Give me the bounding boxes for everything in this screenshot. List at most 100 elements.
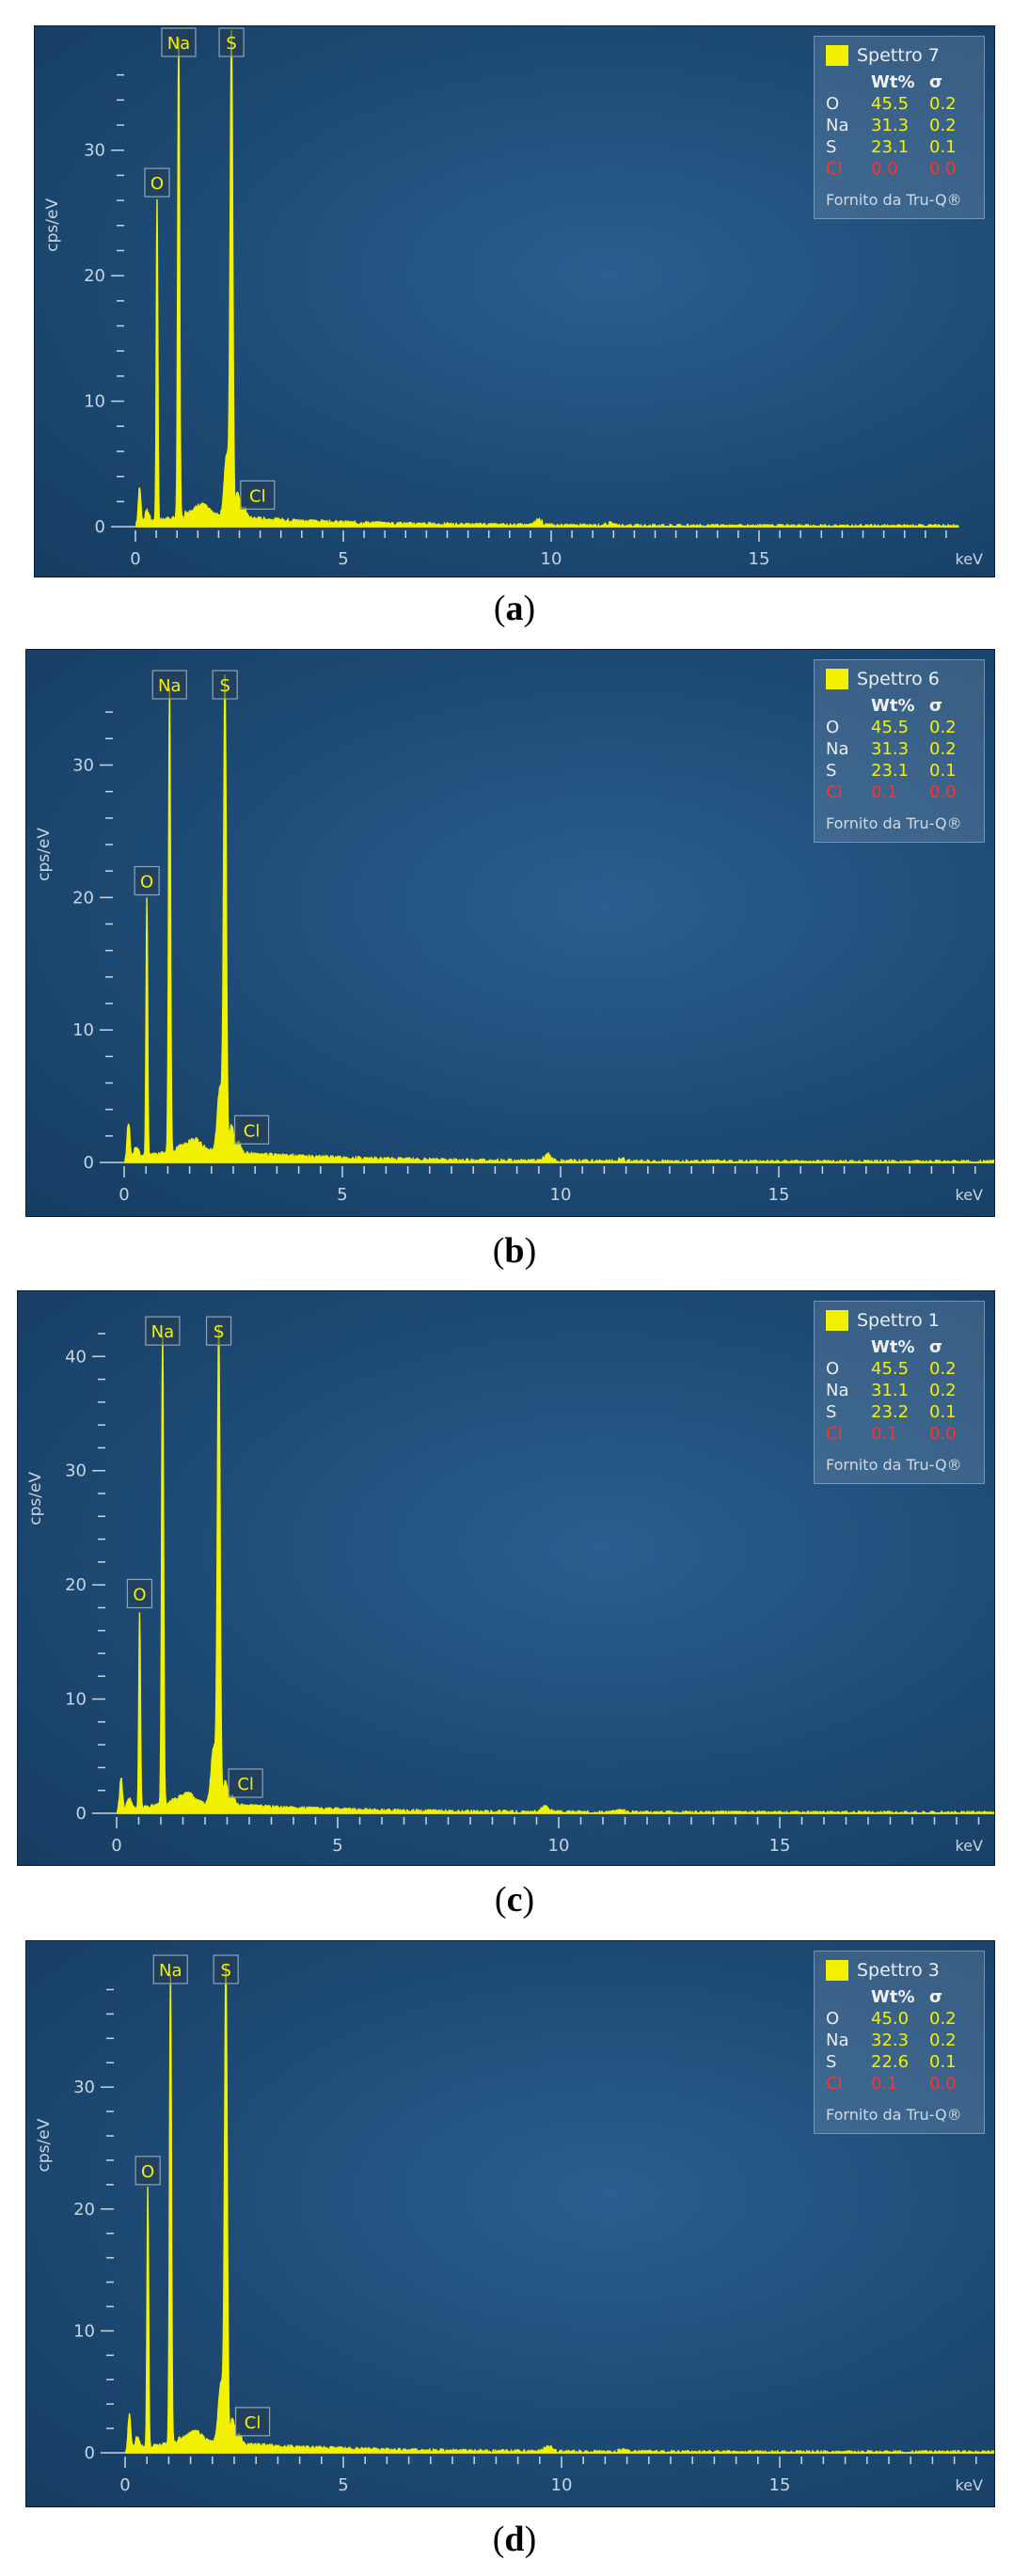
wt-cell: 0.1 xyxy=(871,1424,898,1444)
header-wt: Wt% xyxy=(871,696,915,716)
x-tick-label: 15 xyxy=(768,1185,790,1205)
composition-row: S 23.1 0.1 xyxy=(826,136,957,158)
y-tick-label: 20 xyxy=(73,2200,95,2220)
sigma-cell: 0.2 xyxy=(929,116,957,135)
header-wt: Wt% xyxy=(871,1987,915,2007)
y-axis-title: cps/eV xyxy=(35,828,54,881)
peak-label-s: S xyxy=(212,670,238,700)
header-wt: Wt% xyxy=(871,72,915,92)
spectrum-trace xyxy=(124,674,994,1163)
spectrum-trace xyxy=(135,29,959,528)
peak-label-box xyxy=(152,1954,188,1984)
spectrum-panel-d: 0 5 10 15 0 10 20 30 keV cps/eV O Na S Cl Spettro 3 Wt%… xyxy=(25,1940,995,2507)
x-tick-label: 10 xyxy=(550,1185,572,1205)
wt-cell: 45.5 xyxy=(871,94,910,114)
caption-close-paren: ) xyxy=(524,2520,537,2559)
spectrum-legend: Spettro 1 Wt% σ O 45.5 0.2 Na 31.1 0.2 S 23.2 0.1 Cl… xyxy=(814,1301,985,1484)
y-axis-title: cps/eV xyxy=(26,1472,45,1525)
y-tick-label: 0 xyxy=(95,517,105,537)
caption-close-paren: ) xyxy=(524,1231,537,1271)
y-tick-label: 10 xyxy=(73,2321,95,2341)
legend-header: Spettro 7 xyxy=(826,45,974,66)
panel-caption-b: (b) xyxy=(0,1230,1029,1272)
element-cell: S xyxy=(826,2052,837,2072)
y-tick-label: 10 xyxy=(65,1690,87,1710)
spectrum-panel-a: 0 5 10 15 0 10 20 30 keV cps/eV O Na S Cl Spettro 7 Wt%… xyxy=(34,25,995,577)
element-cell: O xyxy=(826,94,840,114)
legend-swatch xyxy=(826,1960,848,1981)
sigma-cell: 0.2 xyxy=(929,2031,957,2050)
spectrum-trace xyxy=(117,1324,994,1814)
peak-label-na: Na xyxy=(145,1316,181,1346)
x-tick-label: 0 xyxy=(111,1836,121,1856)
peak-label-box xyxy=(161,27,197,57)
legend-title: Spettro 3 xyxy=(857,1960,940,1981)
peak-label-text: Na xyxy=(158,676,182,696)
x-tick-label: 10 xyxy=(541,549,562,569)
element-cell: Cl xyxy=(826,159,843,179)
peak-label-na: Na xyxy=(161,27,197,57)
legend-header: Spettro 1 xyxy=(826,1310,974,1331)
wt-cell: 0.1 xyxy=(871,782,898,802)
composition-row: S 23.1 0.1 xyxy=(826,760,957,782)
y-tick-label: 40 xyxy=(65,1347,87,1367)
caption-close-paren: ) xyxy=(523,589,536,628)
x-tick-label: 5 xyxy=(337,1185,347,1205)
composition-row: Cl 0.0 0.0 xyxy=(826,158,957,180)
sigma-cell: 0.2 xyxy=(929,1381,957,1400)
element-cell: O xyxy=(826,1359,840,1379)
peak-label-box xyxy=(205,1316,232,1346)
x-tick-label: 15 xyxy=(769,1836,791,1856)
peak-label-text: O xyxy=(133,1585,146,1604)
sigma-cell: 0.2 xyxy=(929,1359,957,1379)
caption-open-paren: ( xyxy=(494,1880,507,1920)
sigma-cell: 0.0 xyxy=(929,1424,957,1444)
y-axis-title: cps/eV xyxy=(43,198,62,252)
peak-label-box xyxy=(212,670,238,700)
peak-label-o: O xyxy=(134,865,160,896)
sigma-cell: 0.1 xyxy=(929,1402,957,1422)
wt-cell: 31.3 xyxy=(871,739,910,759)
peak-label-s: S xyxy=(205,1316,232,1346)
caption-letter: a xyxy=(505,589,524,628)
legend-footer: Fornito da Tru-Q® xyxy=(826,814,962,832)
peak-label-s: S xyxy=(218,27,245,57)
y-tick-label: 0 xyxy=(76,1804,87,1824)
peak-label-text: Na xyxy=(167,34,191,54)
peak-label-box xyxy=(218,27,245,57)
composition-row: O 45.5 0.2 xyxy=(826,93,957,115)
spectrum-legend: Spettro 6 Wt% σ O 45.5 0.2 Na 31.3 0.2 S 23.1 0.1 Cl… xyxy=(814,659,985,843)
peak-label-text: S xyxy=(220,1961,230,1981)
element-cell: Na xyxy=(826,116,849,135)
composition-row: O 45.5 0.2 xyxy=(826,1358,957,1380)
y-tick-label: 0 xyxy=(85,2443,95,2463)
element-cell: Cl xyxy=(826,2074,843,2094)
y-tick-label: 30 xyxy=(73,2078,95,2097)
legend-title: Spettro 7 xyxy=(857,45,940,66)
wt-cell: 45.0 xyxy=(871,2009,910,2029)
peak-label-box xyxy=(233,1114,270,1145)
header-blank xyxy=(826,1336,871,1358)
sigma-cell: 0.1 xyxy=(929,137,957,157)
legend-header: Spettro 6 xyxy=(826,669,974,689)
y-tick-label: 20 xyxy=(65,1575,87,1595)
peak-label-text: Na xyxy=(159,1961,182,1981)
peak-label-text: S xyxy=(214,1322,224,1342)
x-tick-label: 10 xyxy=(551,2475,573,2495)
header-sigma: σ xyxy=(929,1337,943,1357)
composition-row: Na 31.3 0.2 xyxy=(826,738,957,760)
x-tick-label: 5 xyxy=(338,2475,348,2495)
y-axis-title: cps/eV xyxy=(35,2118,54,2172)
wt-cell: 0.0 xyxy=(871,159,898,179)
spectrum-legend: Spettro 3 Wt% σ O 45.0 0.2 Na 32.3 0.2 S 22.6 0.1 Cl… xyxy=(814,1951,985,2134)
peak-label-box xyxy=(234,2407,271,2437)
composition-row: Na 31.1 0.2 xyxy=(826,1380,957,1401)
element-cell: Na xyxy=(826,1381,849,1400)
composition-row: S 22.6 0.1 xyxy=(826,2051,957,2073)
element-cell: S xyxy=(826,1402,837,1422)
peak-label-o: O xyxy=(135,2156,161,2186)
x-tick-label: 5 xyxy=(332,1836,342,1856)
y-tick-label: 20 xyxy=(84,266,105,286)
y-tick-label: 30 xyxy=(84,141,105,161)
